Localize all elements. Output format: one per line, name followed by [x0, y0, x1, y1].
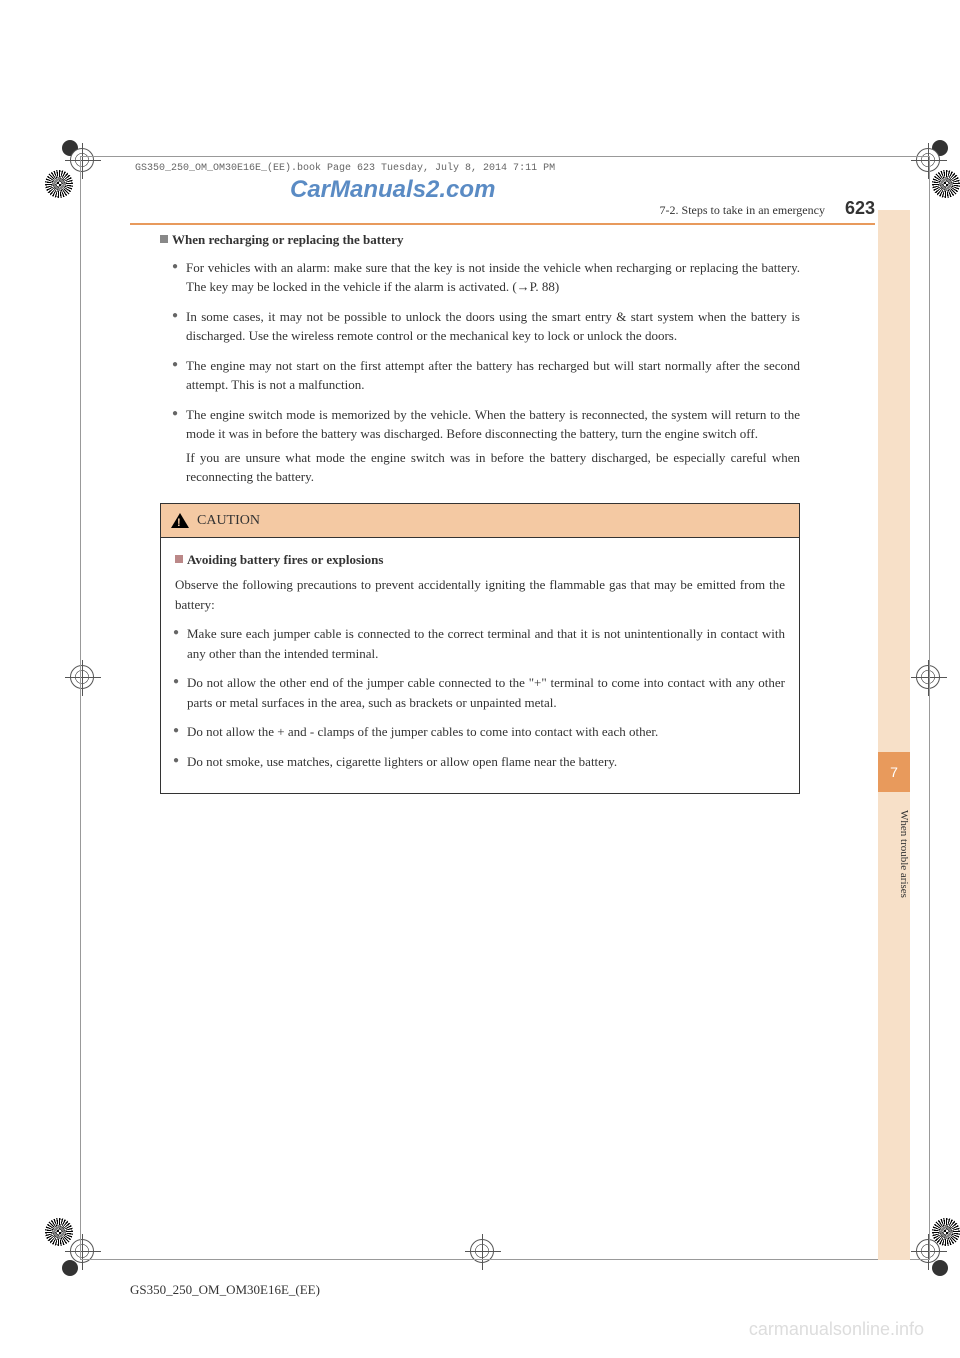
crop-mark [70, 148, 94, 177]
caution-intro: Observe the following precautions to pre… [175, 575, 785, 614]
crop-line [929, 156, 930, 1260]
registration-mark [45, 1218, 73, 1246]
crop-mark [70, 1239, 94, 1268]
list-item: Do not allow the + and - clamps of the j… [175, 722, 785, 742]
square-bullet-icon [160, 235, 168, 243]
caution-subheading: Avoiding battery fires or explosions [175, 550, 785, 570]
registration-mark [45, 170, 73, 198]
book-meta: GS350_250_OM_OM30E16E_(EE).book Page 623… [135, 163, 555, 174]
caution-box: CAUTION Avoiding battery fires or explos… [160, 503, 800, 795]
warning-icon [171, 513, 189, 528]
crop-mark [916, 665, 940, 694]
chapter-tab-label: When trouble arises [878, 800, 910, 898]
watermark-bottom: carmanualsonline.info [749, 1319, 924, 1340]
list-item: The engine may not start on the first at… [174, 356, 800, 395]
caution-subheading-text: Avoiding battery fires or explosions [187, 552, 383, 567]
crop-mark [470, 1239, 494, 1268]
section-header: 7-2. Steps to take in an emergency 623 [130, 198, 875, 225]
subheading-battery: When recharging or replacing the battery [160, 230, 800, 250]
crop-line [80, 156, 930, 157]
chapter-tab: 7 [878, 752, 910, 792]
section-title: 7-2. Steps to take in an emergency [660, 203, 825, 218]
crop-mark [916, 148, 940, 177]
square-bullet-icon [175, 555, 183, 563]
caution-header: CAUTION [161, 504, 799, 538]
crop-mark [70, 665, 94, 694]
list-item: The engine switch mode is memorized by t… [174, 405, 800, 487]
crop-line [80, 156, 81, 1260]
list-item: Do not allow the other end of the jumper… [175, 673, 785, 712]
page-number: 623 [845, 198, 875, 219]
list-item-text: The engine switch mode is memorized by t… [186, 407, 800, 442]
footer-code: GS350_250_OM_OM30E16E_(EE) [130, 1282, 320, 1298]
caution-title: CAUTION [197, 510, 260, 531]
side-tab-bg [878, 210, 910, 1260]
crop-mark [916, 1239, 940, 1268]
list-item: Make sure each jumper cable is connected… [175, 624, 785, 663]
subheading-text: When recharging or replacing the battery [172, 232, 403, 247]
crop-line [80, 1259, 930, 1260]
list-item: For vehicles with an alarm: make sure th… [174, 258, 800, 297]
caution-body: Avoiding battery fires or explosions Obs… [161, 538, 799, 794]
list-item: Do not smoke, use matches, cigarette lig… [175, 752, 785, 772]
list-item: In some cases, it may not be possible to… [174, 307, 800, 346]
list-item-text: If you are unsure what mode the engine s… [186, 448, 800, 487]
page-content: When recharging or replacing the battery… [160, 230, 800, 794]
bullet-list: For vehicles with an alarm: make sure th… [160, 258, 800, 487]
